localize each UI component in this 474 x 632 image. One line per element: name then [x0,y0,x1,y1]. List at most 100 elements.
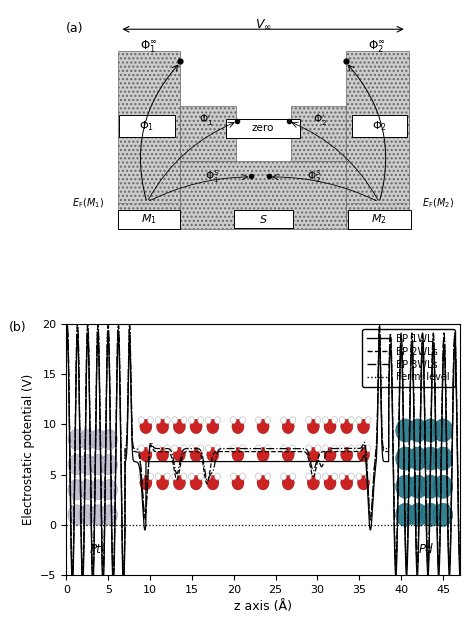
Circle shape [365,473,371,480]
Text: (a): (a) [66,22,84,35]
Text: $\Phi_2$: $\Phi_2$ [372,119,387,133]
Bar [346,51,409,229]
Circle shape [147,473,154,480]
Circle shape [306,445,311,452]
Circle shape [255,473,261,480]
Circle shape [332,445,337,452]
Circle shape [356,416,362,423]
FancyBboxPatch shape [234,210,292,228]
Circle shape [255,445,261,452]
Circle shape [230,416,236,423]
Circle shape [332,473,337,480]
Circle shape [230,473,236,480]
Circle shape [339,473,345,480]
Circle shape [198,416,204,423]
Circle shape [365,445,371,452]
Circle shape [190,475,202,490]
Circle shape [290,416,296,423]
Circle shape [138,473,144,480]
Circle shape [421,503,440,526]
FancyBboxPatch shape [352,115,407,137]
FancyBboxPatch shape [347,210,410,229]
Text: $S$: $S$ [259,213,267,225]
Bar [181,161,346,229]
Circle shape [147,445,154,452]
Circle shape [240,473,246,480]
Circle shape [207,447,219,462]
Text: $\Phi_1'$: $\Phi_1'$ [199,113,213,128]
Circle shape [433,419,453,442]
Circle shape [207,419,219,434]
Circle shape [190,419,202,434]
Circle shape [90,480,107,500]
Circle shape [357,447,370,462]
Circle shape [215,473,220,480]
Circle shape [164,473,170,480]
Circle shape [198,473,204,480]
Circle shape [332,416,337,423]
Bar [291,106,346,161]
Text: $V_\infty$: $V_\infty$ [255,18,272,31]
Circle shape [396,419,415,442]
Y-axis label: Electrostatic potential (V): Electrostatic potential (V) [22,374,35,525]
Circle shape [290,445,296,452]
Text: $\Phi_1^\infty$: $\Phi_1^\infty$ [140,38,158,54]
Circle shape [156,419,169,434]
Circle shape [356,473,362,480]
Circle shape [408,447,428,470]
Circle shape [79,505,96,525]
Circle shape [396,503,415,526]
Circle shape [147,416,154,423]
Circle shape [173,475,185,490]
Circle shape [189,445,194,452]
Circle shape [140,419,152,434]
Circle shape [315,416,321,423]
Circle shape [348,473,354,480]
Circle shape [156,447,169,462]
Circle shape [181,445,187,452]
Circle shape [307,419,319,434]
Circle shape [215,445,220,452]
Circle shape [306,473,311,480]
Text: $M_2$: $M_2$ [371,212,387,226]
Circle shape [181,416,187,423]
Circle shape [140,447,152,462]
Circle shape [324,447,336,462]
Circle shape [408,503,428,526]
FancyBboxPatch shape [118,210,181,229]
Circle shape [408,419,428,442]
Circle shape [315,473,321,480]
Circle shape [232,419,244,434]
Circle shape [421,475,440,498]
Circle shape [232,475,244,490]
Circle shape [322,416,328,423]
Circle shape [68,480,85,500]
Text: $\Phi_1$: $\Phi_1$ [139,119,155,133]
Circle shape [433,503,453,526]
Circle shape [140,475,152,490]
Circle shape [396,475,415,498]
Circle shape [282,447,294,462]
Circle shape [324,475,336,490]
Circle shape [100,430,118,449]
Circle shape [348,416,354,423]
Circle shape [68,430,85,449]
Circle shape [339,445,345,452]
Circle shape [189,473,194,480]
Circle shape [282,475,294,490]
Circle shape [173,447,185,462]
Bar [118,51,181,229]
Circle shape [90,454,107,475]
Circle shape [164,416,170,423]
Circle shape [339,416,345,423]
Circle shape [433,475,453,498]
Circle shape [421,419,440,442]
Text: $\Phi_2^S$: $\Phi_2^S$ [307,168,321,185]
Circle shape [408,475,428,498]
Circle shape [190,447,202,462]
Circle shape [257,419,269,434]
Circle shape [240,445,246,452]
Circle shape [265,473,271,480]
Text: $\Phi_1^S$: $\Phi_1^S$ [205,168,219,185]
Circle shape [172,416,178,423]
